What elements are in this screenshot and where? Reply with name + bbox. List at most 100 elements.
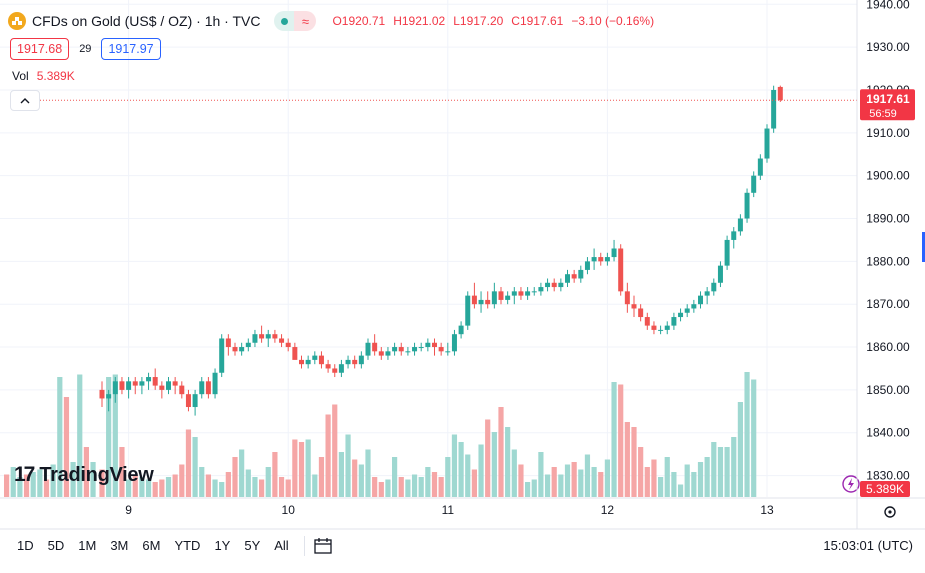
candle-body[interactable]	[651, 325, 657, 330]
range-button-1y[interactable]: 1Y	[214, 538, 231, 553]
candle-body[interactable]	[717, 265, 723, 283]
candle-body[interactable]	[132, 381, 138, 386]
candle-body[interactable]	[538, 287, 544, 292]
tradingview-logo[interactable]: 17 TradingView	[14, 463, 154, 487]
candle-body[interactable]	[318, 355, 324, 365]
candle-body[interactable]	[146, 377, 152, 382]
candle-body[interactable]	[451, 334, 457, 352]
candle-body[interactable]	[531, 291, 537, 293]
candle-body[interactable]	[664, 325, 670, 330]
candle-body[interactable]	[352, 359, 358, 365]
candle-body[interactable]	[219, 338, 225, 373]
candle-body[interactable]	[372, 342, 378, 352]
candle-body[interactable]	[505, 295, 511, 300]
candle-body[interactable]	[737, 218, 743, 232]
candle-body[interactable]	[478, 299, 484, 305]
candle-body[interactable]	[638, 308, 644, 318]
candle-body[interactable]	[199, 381, 205, 395]
candle-body[interactable]	[711, 282, 717, 292]
candle-body[interactable]	[458, 325, 464, 335]
candle-body[interactable]	[678, 312, 684, 318]
candle-body[interactable]	[691, 304, 697, 309]
candle-body[interactable]	[611, 248, 617, 258]
candle-body[interactable]	[698, 295, 703, 305]
candle-body[interactable]	[551, 282, 557, 288]
date-range-icon[interactable]	[313, 537, 333, 555]
candle-body[interactable]	[99, 389, 105, 399]
candle-body[interactable]	[272, 334, 278, 339]
candle-body[interactable]	[292, 347, 298, 360]
candle-body[interactable]	[312, 355, 318, 360]
candle-body[interactable]	[378, 351, 384, 356]
candle-body[interactable]	[644, 317, 650, 326]
utc-clock[interactable]: 15:03:01 (UTC)	[823, 538, 913, 553]
candle-body[interactable]	[252, 334, 258, 343]
candle-body[interactable]	[265, 334, 271, 339]
candle-body[interactable]	[185, 394, 191, 408]
range-button-5y[interactable]: 5Y	[244, 538, 261, 553]
candle-body[interactable]	[518, 291, 524, 296]
range-button-1m[interactable]: 1M	[78, 538, 97, 553]
candle-body[interactable]	[571, 274, 577, 279]
candle-body[interactable]	[491, 291, 497, 305]
candle-body[interactable]	[624, 291, 630, 305]
candle-body[interactable]	[305, 359, 311, 365]
candle-body[interactable]	[704, 291, 710, 296]
candle-body[interactable]	[618, 248, 624, 292]
range-button-5d[interactable]: 5D	[47, 538, 65, 553]
candle-body[interactable]	[338, 364, 344, 373]
candle-body[interactable]	[511, 291, 517, 296]
candle-body[interactable]	[658, 329, 664, 331]
candle-body[interactable]	[225, 338, 231, 348]
candle-body[interactable]	[731, 231, 737, 240]
candle-body[interactable]	[584, 261, 590, 270]
candle-body[interactable]	[119, 381, 125, 390]
market-status-pill[interactable]: ≈	[274, 11, 317, 31]
candle-body[interactable]	[751, 175, 757, 193]
collapse-legend-button[interactable]	[10, 90, 40, 111]
candle-body[interactable]	[764, 128, 770, 159]
candle-body[interactable]	[285, 342, 291, 348]
candle-body[interactable]	[558, 282, 564, 288]
candle-body[interactable]	[604, 257, 610, 262]
candle-body[interactable]	[498, 291, 504, 300]
ask-price-button[interactable]: 1917.97	[101, 38, 161, 60]
candle-body[interactable]	[445, 351, 451, 353]
candle-body[interactable]	[365, 342, 371, 356]
range-button-ytd[interactable]: YTD	[174, 538, 201, 553]
candle-body[interactable]	[325, 364, 331, 369]
candle-body[interactable]	[525, 291, 531, 296]
range-button-1d[interactable]: 1D	[17, 538, 34, 553]
candle-body[interactable]	[385, 351, 391, 356]
candle-body[interactable]	[545, 282, 551, 288]
candle-body[interactable]	[239, 347, 245, 352]
candle-body[interactable]	[565, 274, 570, 283]
candle-body[interactable]	[405, 351, 411, 353]
candle-body[interactable]	[172, 381, 178, 386]
candle-body[interactable]	[259, 334, 265, 339]
candle-body[interactable]	[591, 257, 597, 262]
candle-body[interactable]	[684, 308, 690, 313]
candle-body[interactable]	[485, 299, 491, 305]
candle-body[interactable]	[232, 347, 238, 352]
candle-body[interactable]	[205, 381, 211, 395]
candle-body[interactable]	[757, 158, 763, 176]
candle-body[interactable]	[192, 394, 198, 408]
candle-body[interactable]	[598, 257, 604, 262]
candle-body[interactable]	[139, 381, 145, 386]
candle-body[interactable]	[432, 342, 437, 348]
symbol-title[interactable]: CFDs on Gold (US$ / OZ) · 1h · TVC	[32, 13, 261, 29]
range-button-3m[interactable]: 3M	[110, 538, 129, 553]
candle-body[interactable]	[245, 342, 251, 348]
gear-icon[interactable]	[884, 506, 896, 518]
candle-body[interactable]	[471, 295, 477, 305]
candle-body[interactable]	[126, 381, 132, 390]
candle-body[interactable]	[578, 269, 584, 279]
candle-body[interactable]	[106, 394, 112, 399]
scroll-handle[interactable]	[922, 232, 925, 262]
candle-body[interactable]	[299, 359, 304, 365]
candle-body[interactable]	[112, 381, 118, 395]
candle-body[interactable]	[724, 239, 730, 266]
range-button-6m[interactable]: 6M	[142, 538, 161, 553]
